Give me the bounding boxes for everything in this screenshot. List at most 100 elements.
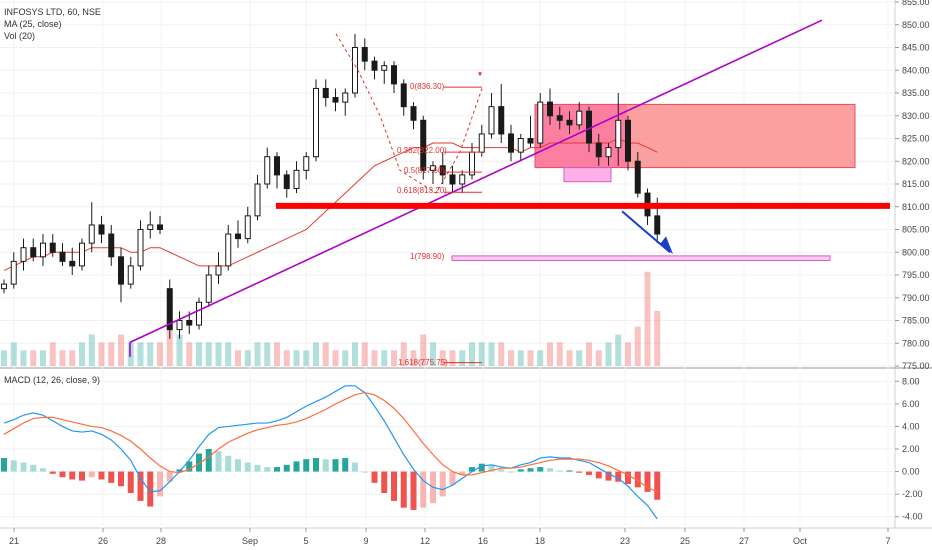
macd-histogram-bar <box>79 471 85 481</box>
macd-histogram-bar <box>508 471 514 473</box>
macd-histogram-bar <box>342 458 349 472</box>
candle-body <box>166 288 173 331</box>
candle-body <box>537 101 544 144</box>
volume-bar <box>342 350 349 366</box>
volume-bar <box>20 350 27 366</box>
candle-body <box>498 106 505 135</box>
candle-body <box>30 247 37 258</box>
macd-histogram-bar <box>625 471 631 484</box>
price-tick-label: 810.00 <box>902 202 930 212</box>
macd-histogram-bar <box>176 469 183 472</box>
candle-body <box>556 115 563 121</box>
macd-histogram-bar <box>283 464 290 472</box>
macd-histogram-bar <box>576 471 583 473</box>
time-tick-label: 18 <box>535 536 545 546</box>
volume-bar <box>537 350 544 366</box>
candle-body <box>449 174 456 185</box>
time-tick-label: 26 <box>98 536 108 546</box>
candle-body <box>98 224 105 235</box>
time-tick-label: 9 <box>363 536 368 546</box>
volume-bar <box>644 271 651 366</box>
volume-bar <box>98 342 105 366</box>
candle-body <box>147 224 154 230</box>
macd-tick-label: 8.00 <box>902 376 920 386</box>
macd-tick-label: -2.00 <box>902 489 923 499</box>
time-tick-label: Oct <box>793 536 808 546</box>
macd-histogram-bar <box>118 471 124 487</box>
volume-bar <box>10 342 17 366</box>
target-zone-box <box>451 255 831 262</box>
volume-bar <box>88 334 95 366</box>
macd-histogram-bar <box>49 471 56 474</box>
candle-body <box>469 151 475 176</box>
signal-line <box>3 391 658 493</box>
time-tick-label: 5 <box>303 536 308 546</box>
volume-bar <box>49 342 56 366</box>
macd-histogram-bar <box>644 471 651 492</box>
macd-histogram-bar <box>88 471 95 478</box>
volume-bar <box>391 350 397 366</box>
macd-histogram-bar <box>352 462 358 472</box>
macd-tick-label: -4.00 <box>902 512 923 522</box>
macd-histogram-bar <box>517 469 524 472</box>
volume-bar <box>59 350 66 366</box>
macd-histogram-bar <box>147 471 154 507</box>
volume-bar <box>400 342 407 366</box>
volume-bar <box>79 342 85 366</box>
candle-body <box>137 229 144 267</box>
volume-bar <box>196 342 202 366</box>
candle-body <box>59 251 66 262</box>
volume-bar <box>449 350 456 366</box>
volume-bars <box>1 271 661 366</box>
candle-body <box>196 301 202 326</box>
drawings: ▾ <box>129 19 890 364</box>
volume-bar <box>157 342 163 366</box>
volume-bar <box>215 342 222 366</box>
macd-histogram-bar <box>488 464 495 472</box>
volume-bar <box>118 334 124 366</box>
macd-histogram-bar <box>274 467 280 472</box>
volume-bar <box>527 350 534 366</box>
candle-body <box>1 283 7 290</box>
candle-body <box>517 138 524 153</box>
macd-histogram-bar <box>654 471 661 500</box>
candle-body <box>176 320 183 331</box>
swing-dashed-line <box>335 33 483 194</box>
macd-histogram-bar <box>303 459 310 472</box>
volume-bar <box>586 342 592 366</box>
candle-body <box>605 147 612 158</box>
macd-histogram-bar <box>527 468 534 472</box>
candle-body <box>303 156 310 171</box>
candle-body <box>332 97 339 103</box>
volume-bar <box>625 342 631 366</box>
volume-bar <box>40 350 46 366</box>
candle-body <box>439 165 446 176</box>
macd-histogram-bar <box>196 453 202 472</box>
price-tick-label: 845.00 <box>902 43 930 53</box>
macd-histogram-bar <box>215 451 222 472</box>
price-tick-label: 780.00 <box>902 338 930 348</box>
time-tick-label: 25 <box>680 536 690 546</box>
volume-bar <box>508 350 514 366</box>
macd-histogram-bar <box>439 471 446 497</box>
price-tick-label: 790.00 <box>902 293 930 303</box>
macd-tick-label: 4.00 <box>902 421 920 431</box>
fib-label-0: 0(836.30) <box>410 82 445 91</box>
volume-bar <box>439 350 446 366</box>
candle-body <box>576 110 583 126</box>
candle-body <box>118 256 124 285</box>
macd-histogram-bar <box>264 467 271 472</box>
candle-body <box>595 142 602 158</box>
candle-body <box>88 224 95 244</box>
macd-histogram-bar <box>205 449 212 472</box>
volume-bar <box>176 334 183 366</box>
macd-histogram-bar <box>361 471 368 473</box>
trend-line <box>129 19 823 344</box>
macd-axis: 8.00 6.00 4.00 2.00 0.00 -2.00 -4.00 <box>895 376 923 522</box>
candle-body <box>225 233 232 267</box>
volume-bar <box>654 311 661 366</box>
volume-bar <box>235 350 241 366</box>
candle-body <box>283 174 290 190</box>
macd-histogram-bar <box>537 467 544 472</box>
volume-bar <box>186 342 193 366</box>
